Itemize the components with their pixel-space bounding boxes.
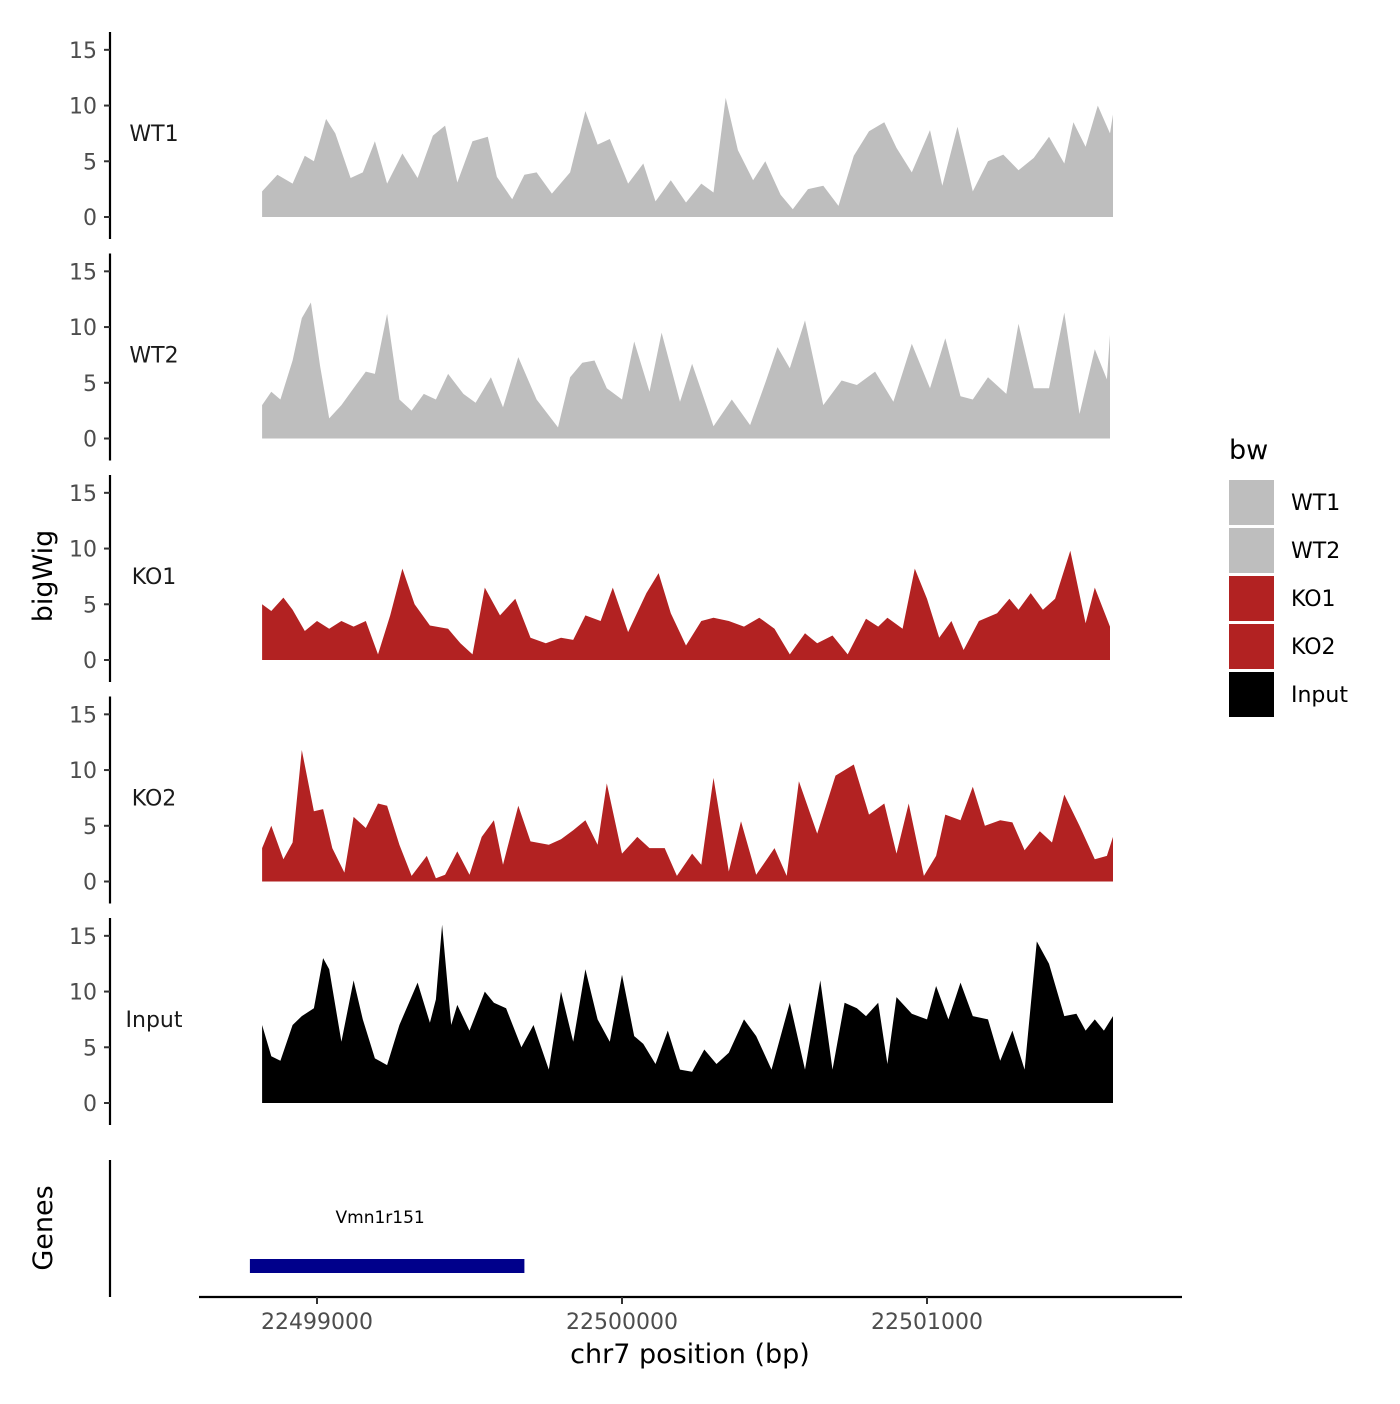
- legend-label: KO2: [1291, 635, 1336, 660]
- y-tick-label: 0: [83, 428, 97, 453]
- y-tick-label: 10: [69, 981, 97, 1006]
- legend-swatch: [1229, 576, 1274, 621]
- legend-swatch: [1229, 624, 1274, 669]
- legend-item: Input: [1229, 672, 1348, 717]
- tracks-layer: 0 5 10 15 WT1 0 5 10 15 WT2 0 5 10 15 KO1 0 5 10 15 KO2 0 5 10…: [69, 32, 1114, 1125]
- legend: bw WT1 WT2 KO1 KO2 Input: [1229, 435, 1348, 717]
- legend-item: KO2: [1229, 624, 1336, 669]
- x-tick-label: 22501000: [871, 1310, 983, 1335]
- legend-swatch: [1229, 672, 1274, 717]
- y-tick-label: 15: [69, 703, 97, 728]
- x-tick-label: 22499000: [261, 1310, 373, 1335]
- track-label: WT2: [129, 344, 178, 369]
- legend-swatch: [1229, 528, 1274, 573]
- genes-layer: Vmn1r151: [108, 1160, 525, 1297]
- legend-items: WT1 WT2 KO1 KO2 Input: [1229, 480, 1348, 717]
- gene-label: Vmn1r151: [336, 1208, 425, 1228]
- track-label: WT1: [129, 122, 178, 147]
- legend-label: WT2: [1291, 539, 1340, 564]
- track-ko2: 0 5 10 15 KO2: [69, 696, 1114, 904]
- y-tick-label: 15: [69, 925, 97, 950]
- legend-item: KO1: [1229, 576, 1336, 621]
- y-tick-label: 10: [69, 316, 97, 341]
- y-tick-label: 10: [69, 95, 97, 120]
- track-label: Input: [126, 1008, 183, 1033]
- y-tick-label: 15: [69, 482, 97, 507]
- x-axis: 22499000 22500000 22501000: [199, 1295, 1182, 1335]
- area-wt2: [262, 302, 1111, 439]
- y-tick-label: 5: [83, 1036, 97, 1061]
- legend-title: bw: [1229, 435, 1268, 466]
- x-tick-label: 22500000: [566, 1310, 678, 1335]
- y-tick-label: 10: [69, 759, 97, 784]
- y-tick-label: 0: [83, 649, 97, 674]
- track-ko1: 0 5 10 15 KO1: [69, 475, 1111, 682]
- x-axis-title: chr7 position (bp): [570, 1339, 810, 1370]
- track-label: KO1: [132, 565, 177, 590]
- area-wt1: [262, 97, 1114, 217]
- y-tick-label: 5: [83, 593, 97, 618]
- y-axis-title: bigWig: [28, 530, 59, 623]
- y-tick-label: 5: [83, 372, 97, 397]
- legend-swatch: [1229, 480, 1274, 525]
- area-ko2: [262, 750, 1114, 882]
- genes-axis-title: Genes: [28, 1185, 59, 1270]
- y-tick-label: 15: [69, 39, 97, 64]
- legend-item: WT1: [1229, 480, 1340, 525]
- track-input: 0 5 10 15 Input: [69, 918, 1114, 1125]
- y-tick-label: 0: [83, 871, 97, 896]
- legend-label: KO1: [1291, 587, 1336, 612]
- y-tick-label: 10: [69, 538, 97, 563]
- y-tick-label: 5: [83, 815, 97, 840]
- y-tick-label: 0: [83, 206, 97, 231]
- area-ko1: [262, 550, 1111, 660]
- area-input: [262, 924, 1114, 1103]
- legend-item: WT2: [1229, 528, 1340, 573]
- track-label: KO2: [132, 787, 177, 812]
- y-tick-label: 0: [83, 1092, 97, 1117]
- legend-label: Input: [1291, 683, 1348, 708]
- track-wt1: 0 5 10 15 WT1: [69, 32, 1114, 239]
- track-wt2: 0 5 10 15 WT2: [69, 253, 1111, 461]
- legend-label: WT1: [1291, 491, 1340, 516]
- gene-bar: [249, 1259, 525, 1273]
- y-tick-label: 15: [69, 260, 97, 285]
- y-tick-label: 5: [83, 150, 97, 175]
